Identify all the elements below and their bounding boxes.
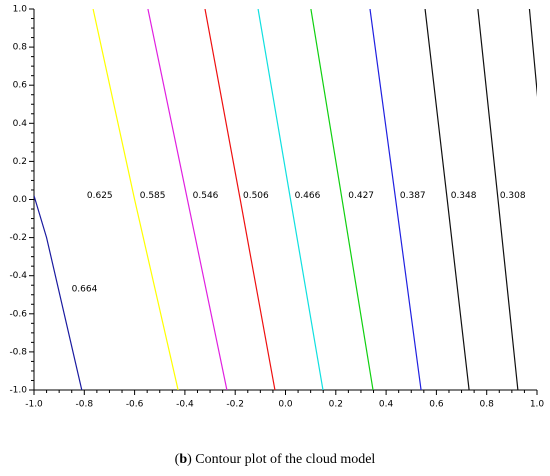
caption-text: ) Contour plot of the cloud model [187, 452, 375, 467]
x-tick-label: -1.0 [25, 400, 43, 410]
y-tick-label: 0.6 [13, 81, 28, 91]
contour-label: 0.585 [140, 191, 166, 201]
caption: (b) Contour plot of the cloud model [175, 452, 376, 467]
x-tick-label: -0.2 [226, 400, 244, 410]
x-tick-label: -0.8 [76, 400, 94, 410]
contour-label: 0.427 [348, 191, 374, 201]
x-tick-label: 0.4 [379, 400, 394, 410]
contour-line [528, 9, 537, 98]
contour-label: 0.664 [72, 285, 98, 295]
y-tick-label: 0.2 [13, 157, 27, 167]
x-tick-label: -0.4 [176, 400, 194, 410]
contour-line [424, 9, 470, 390]
contour-label: 0.466 [295, 191, 321, 201]
contour-line [34, 195, 83, 390]
y-tick-label: -0.6 [9, 309, 27, 319]
x-tick-label: 0.2 [329, 400, 343, 410]
contour-label: 0.387 [400, 191, 426, 201]
contour-label: 0.625 [87, 191, 113, 201]
contour-label: 0.506 [243, 191, 269, 201]
contour-line [369, 9, 422, 390]
x-tick-label: 0.8 [480, 400, 495, 410]
contour-line [147, 9, 228, 390]
contour-label: 0.546 [193, 191, 219, 201]
y-tick-label: 0.4 [13, 119, 28, 129]
contour-line [257, 9, 324, 390]
x-tick-label: 0.6 [429, 400, 444, 410]
x-tick-label: 0.0 [278, 400, 293, 410]
y-tick-label: -0.2 [9, 233, 27, 243]
caption-label: b [179, 452, 187, 467]
plot-area [34, 9, 537, 390]
y-tick-label: -0.4 [9, 271, 27, 281]
contour-line [477, 9, 519, 390]
y-tick-label: -0.8 [9, 347, 27, 357]
contour-line [92, 9, 179, 390]
y-tick-label: 1.0 [13, 5, 28, 15]
y-tick-label: 0.8 [13, 43, 28, 53]
contour-label: 0.308 [500, 191, 526, 201]
y-tick-label: -1.0 [9, 386, 27, 396]
contour-line [310, 9, 374, 390]
y-tick-label: 0.0 [13, 195, 28, 205]
caption-open: ( [175, 452, 180, 467]
x-tick-label: 1.0 [530, 400, 545, 410]
x-tick-label: -0.6 [126, 400, 144, 410]
contour-label: 0.348 [451, 191, 477, 201]
contour-line [204, 9, 276, 390]
